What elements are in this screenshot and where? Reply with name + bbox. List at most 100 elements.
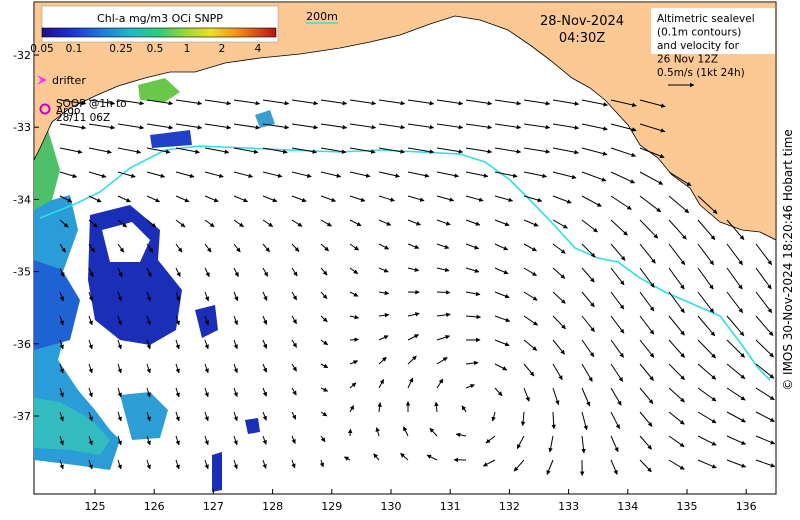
velocity-arrow	[755, 411, 775, 422]
velocity-arrow	[436, 99, 464, 106]
velocity-arrow	[204, 219, 215, 228]
velocity-arrow	[726, 243, 743, 266]
velocity-arrow	[697, 435, 717, 446]
velocity-arrow	[320, 219, 332, 227]
velocity-arrow	[552, 387, 560, 406]
velocity-arrow	[668, 339, 685, 358]
velocity-arrow	[88, 123, 116, 130]
velocity-arrow	[494, 291, 510, 299]
velocity-arrow	[426, 454, 438, 461]
velocity-arrow	[59, 99, 87, 106]
velocity-arrow	[581, 291, 595, 308]
x-tick-label: 135	[677, 500, 698, 513]
velocity-arrow	[465, 267, 480, 273]
velocity-arrow	[233, 411, 238, 422]
velocity-arrow	[668, 387, 685, 403]
velocity-arrow	[465, 243, 480, 250]
velocity-arrow	[551, 411, 556, 430]
velocity-arrow	[88, 435, 93, 446]
velocity-arrow	[233, 387, 238, 398]
velocity-arrow	[639, 99, 666, 108]
velocity-arrow	[494, 363, 508, 371]
velocity-arrow	[204, 411, 209, 422]
velocity-arrow	[581, 99, 608, 107]
velocity-arrow	[291, 123, 319, 130]
velocity-arrow	[146, 435, 151, 446]
velocity-arrow	[581, 123, 608, 131]
velocity-arrow	[581, 315, 595, 333]
velocity-arrow	[262, 123, 290, 130]
velocity-arrow	[146, 147, 171, 154]
x-axis: 125 126 127 128 129 130 131 132 133 134 135 136	[85, 489, 757, 513]
velocity-arrow	[233, 459, 238, 470]
velocity-arrow	[320, 99, 348, 106]
velocity-arrow	[59, 243, 66, 253]
velocity-arrow	[639, 363, 654, 381]
velocity-arrow	[610, 171, 636, 184]
velocity-arrow	[755, 267, 772, 290]
x-tick-label: 127	[203, 500, 224, 513]
velocity-arrow	[581, 195, 602, 207]
velocity-arrow	[639, 291, 655, 312]
velocity-arrow	[349, 405, 355, 413]
velocity-arrow	[175, 339, 180, 350]
200m-contour	[39, 145, 771, 381]
soop-label-line2: 28/11 06Z	[56, 112, 110, 124]
velocity-arrow	[668, 171, 692, 187]
velocity-arrow	[233, 363, 238, 374]
velocity-arrow	[639, 315, 655, 335]
velocity-arrow	[697, 411, 717, 424]
velocity-arrow	[320, 123, 348, 130]
velocity-arrow	[117, 243, 125, 253]
velocity-arrow	[755, 243, 773, 266]
velocity-arrow	[581, 147, 608, 156]
velocity-arrow	[407, 334, 420, 341]
velocity-arrow	[552, 339, 565, 355]
velocity-arrow	[465, 291, 481, 297]
velocity-arrow	[349, 382, 357, 389]
velocity-arrow	[347, 428, 353, 437]
velocity-arrow	[146, 291, 152, 302]
velocity-arrow	[491, 411, 496, 422]
velocity-arrow	[697, 267, 714, 290]
velocity-arrow	[639, 147, 665, 159]
velocity-arrow	[204, 123, 232, 130]
velocity-arrow	[465, 99, 493, 106]
velocity-arrow	[726, 267, 743, 290]
velocity-arrow	[233, 147, 259, 154]
velocity-arrow	[581, 219, 598, 233]
velocity-arrow	[262, 219, 274, 228]
velocity-arrow	[436, 147, 464, 154]
velocity-arrow	[59, 315, 64, 326]
velocity-arrow	[262, 147, 288, 154]
velocity-arrow	[726, 315, 745, 337]
velocity-arrow	[320, 171, 342, 178]
velocity-arrow	[610, 339, 625, 358]
x-tick-label: 130	[381, 500, 402, 513]
velocity-arrow	[639, 219, 659, 239]
velocity-arrow	[552, 219, 568, 229]
velocity-arrow	[465, 384, 475, 389]
velocity-arrow	[291, 243, 300, 252]
velocity-arrow	[552, 267, 566, 279]
velocity-arrow	[610, 243, 626, 261]
velocity-arrow	[175, 147, 200, 154]
velocity-arrow	[610, 363, 624, 382]
y-tick-label: -37	[13, 410, 31, 423]
velocity-arrow	[726, 459, 747, 468]
velocity-arrow	[523, 147, 551, 154]
x-tick-label: 133	[558, 500, 579, 513]
velocity-arrow	[233, 291, 239, 302]
map-legend: drifter SOOP @1h to Argo 28/11 06Z	[37, 74, 127, 124]
velocity-arrow	[59, 123, 87, 130]
colorbar-tick-label: 2	[219, 43, 226, 55]
velocity-arrow	[610, 459, 618, 475]
velocity-arrow	[523, 219, 539, 227]
velocity-arrow	[117, 363, 122, 374]
velocity-arrow	[204, 435, 209, 446]
y-tick-label: -34	[13, 193, 31, 206]
velocity-arrow	[88, 195, 102, 203]
colorbar-tick-label: 0.25	[109, 43, 132, 55]
soop-label-line1: SOOP @1h to	[56, 98, 127, 110]
velocity-arrow	[146, 123, 174, 130]
